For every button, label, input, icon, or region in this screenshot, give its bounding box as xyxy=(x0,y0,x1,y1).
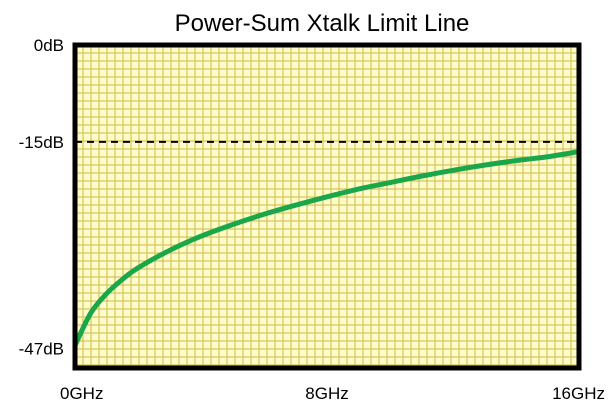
x-tick-label: 0GHz xyxy=(60,384,103,403)
series-layer xyxy=(72,149,582,348)
y-tick-label: -15dB xyxy=(19,133,64,152)
y-tick-label: -47dB xyxy=(19,340,64,359)
chart-title: Power-Sum Xtalk Limit Line xyxy=(175,10,470,37)
y-tick-labels: 0dB -15dB -47dB xyxy=(19,36,64,359)
x-tick-label: 8GHz xyxy=(305,384,348,403)
series-line xyxy=(72,149,582,348)
x-tick-label: 16GHz xyxy=(552,384,605,403)
x-tick-labels: 0GHz 8GHz 16GHz xyxy=(60,384,605,403)
y-tick-label: 0dB xyxy=(34,36,64,55)
plot-area xyxy=(75,45,579,368)
plot-frame xyxy=(72,42,582,371)
